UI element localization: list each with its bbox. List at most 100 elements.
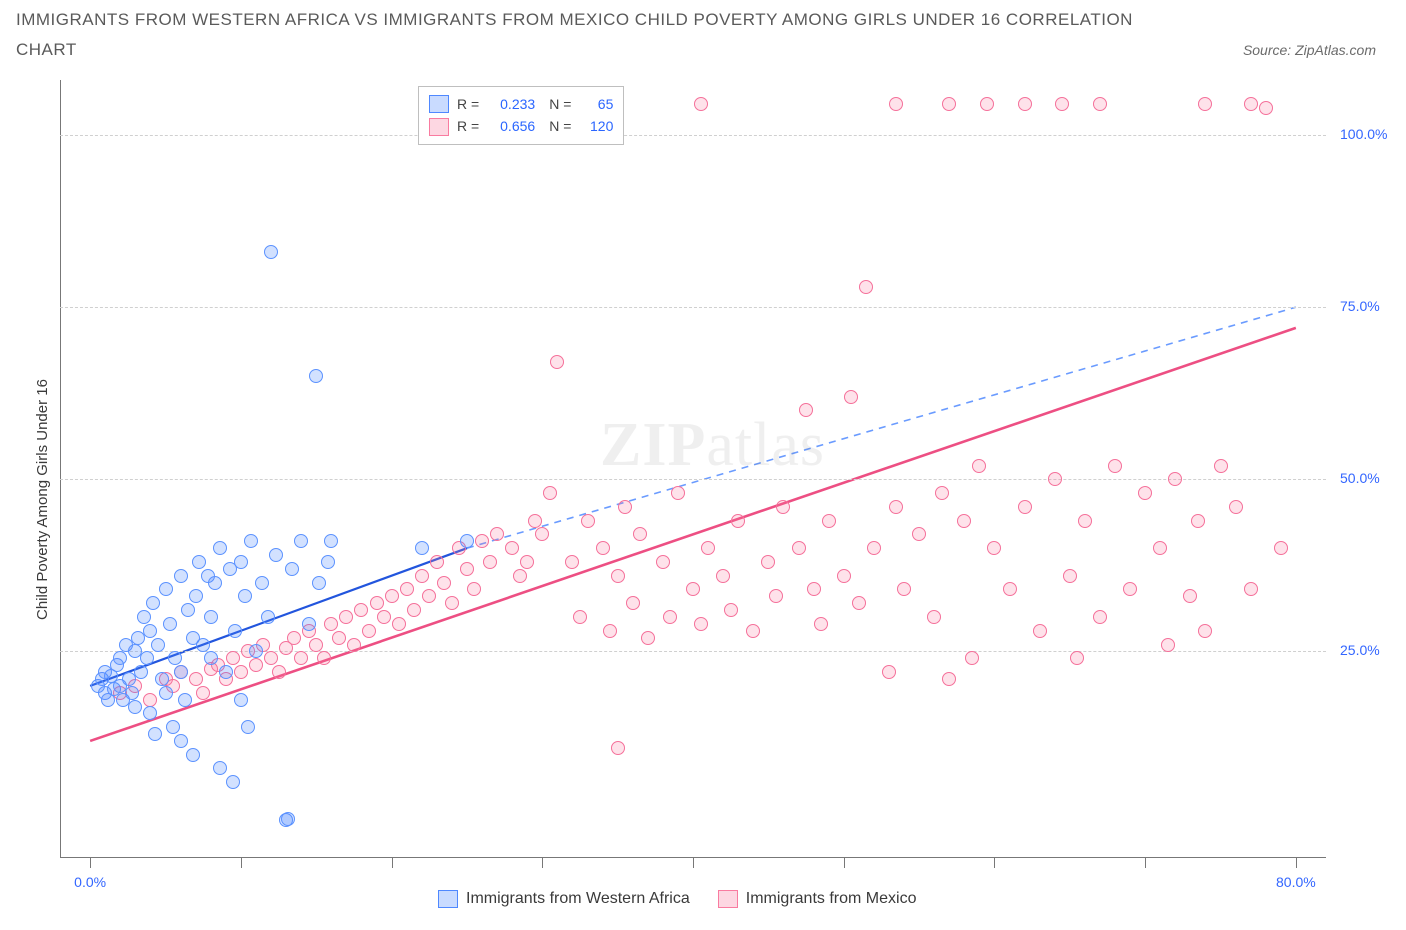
blue-marker bbox=[137, 610, 151, 624]
pink-marker bbox=[776, 500, 790, 514]
legend-item-pink: Immigrants from Mexico bbox=[718, 890, 917, 908]
pink-marker bbox=[912, 527, 926, 541]
blue-marker bbox=[213, 761, 227, 775]
pink-marker bbox=[686, 582, 700, 596]
pink-marker bbox=[724, 603, 738, 617]
x-tick-mark bbox=[994, 858, 995, 868]
pink-marker bbox=[1018, 97, 1032, 111]
pink-marker bbox=[196, 686, 210, 700]
blue-marker bbox=[181, 603, 195, 617]
blue-marker bbox=[312, 576, 326, 590]
pink-marker bbox=[1198, 97, 1212, 111]
blue-marker bbox=[208, 576, 222, 590]
blue-marker bbox=[163, 617, 177, 631]
blue-marker bbox=[189, 589, 203, 603]
y-tick-label: 100.0% bbox=[1340, 126, 1387, 142]
stats-r-eq-pink: R = bbox=[457, 115, 479, 137]
y-gridline bbox=[60, 479, 1326, 480]
pink-marker bbox=[837, 569, 851, 583]
pink-marker bbox=[980, 97, 994, 111]
pink-marker bbox=[596, 541, 610, 555]
pink-marker bbox=[957, 514, 971, 528]
blue-marker bbox=[192, 555, 206, 569]
x-tick-mark bbox=[1145, 858, 1146, 868]
pink-marker bbox=[1259, 101, 1273, 115]
x-tick-mark bbox=[1296, 858, 1297, 868]
chart-title-line2: CHART bbox=[16, 40, 77, 60]
stats-r-val-blue: 0.233 bbox=[487, 93, 535, 115]
pink-marker bbox=[339, 610, 353, 624]
pink-marker bbox=[889, 97, 903, 111]
pink-marker bbox=[565, 555, 579, 569]
pink-marker bbox=[626, 596, 640, 610]
trend-line bbox=[467, 307, 1296, 548]
pink-marker bbox=[656, 555, 670, 569]
blue-marker bbox=[196, 638, 210, 652]
pink-marker bbox=[641, 631, 655, 645]
pink-marker bbox=[467, 582, 481, 596]
pink-marker bbox=[987, 541, 1001, 555]
blue-marker bbox=[148, 727, 162, 741]
pink-marker bbox=[671, 486, 685, 500]
pink-marker bbox=[528, 514, 542, 528]
pink-marker bbox=[792, 541, 806, 555]
blue-marker bbox=[255, 576, 269, 590]
blue-marker bbox=[249, 644, 263, 658]
pink-marker bbox=[1093, 97, 1107, 111]
pink-marker bbox=[611, 569, 625, 583]
pink-marker bbox=[897, 582, 911, 596]
pink-marker bbox=[731, 514, 745, 528]
pink-marker bbox=[332, 631, 346, 645]
pink-marker bbox=[1161, 638, 1175, 652]
pink-marker bbox=[822, 514, 836, 528]
blue-marker bbox=[159, 686, 173, 700]
stats-row-pink: R = 0.656 N = 120 bbox=[429, 115, 613, 137]
pink-marker bbox=[716, 569, 730, 583]
scatter-plot-area: ZIPatlas bbox=[60, 80, 1326, 858]
pink-marker bbox=[1183, 589, 1197, 603]
blue-marker bbox=[269, 548, 283, 562]
legend-swatch-blue bbox=[438, 890, 458, 908]
pink-marker bbox=[573, 610, 587, 624]
pink-marker bbox=[1093, 610, 1107, 624]
pink-marker bbox=[807, 582, 821, 596]
pink-marker bbox=[1055, 97, 1069, 111]
x-tick-mark bbox=[241, 858, 242, 868]
blue-marker bbox=[125, 686, 139, 700]
blue-marker bbox=[234, 555, 248, 569]
legend-item-blue: Immigrants from Western Africa bbox=[438, 890, 690, 908]
y-tick-label: 75.0% bbox=[1340, 298, 1380, 314]
blue-marker bbox=[204, 651, 218, 665]
pink-marker bbox=[550, 355, 564, 369]
pink-marker bbox=[942, 672, 956, 686]
pink-marker bbox=[942, 97, 956, 111]
pink-marker bbox=[889, 500, 903, 514]
x-tick-mark bbox=[90, 858, 91, 868]
pink-marker bbox=[422, 589, 436, 603]
x-tick-label: 80.0% bbox=[1276, 874, 1316, 890]
blue-marker bbox=[261, 610, 275, 624]
pink-marker bbox=[1108, 459, 1122, 473]
blue-marker bbox=[174, 665, 188, 679]
source-credit: Source: ZipAtlas.com bbox=[1243, 42, 1376, 58]
pink-marker bbox=[407, 603, 421, 617]
pink-marker bbox=[1123, 582, 1137, 596]
blue-marker bbox=[241, 720, 255, 734]
blue-marker bbox=[159, 582, 173, 596]
blue-marker bbox=[285, 562, 299, 576]
blue-marker bbox=[151, 638, 165, 652]
trend-lines-svg bbox=[60, 80, 1326, 858]
pink-marker bbox=[475, 534, 489, 548]
pink-marker bbox=[746, 624, 760, 638]
stats-n-val-blue: 65 bbox=[579, 93, 613, 115]
pink-marker bbox=[859, 280, 873, 294]
pink-marker bbox=[400, 582, 414, 596]
blue-marker bbox=[324, 534, 338, 548]
pink-marker bbox=[377, 610, 391, 624]
pink-marker bbox=[437, 576, 451, 590]
pink-marker bbox=[317, 651, 331, 665]
stats-n-eq-blue: N = bbox=[549, 93, 571, 115]
blue-marker bbox=[309, 369, 323, 383]
pink-marker bbox=[1048, 472, 1062, 486]
pink-marker bbox=[1078, 514, 1092, 528]
